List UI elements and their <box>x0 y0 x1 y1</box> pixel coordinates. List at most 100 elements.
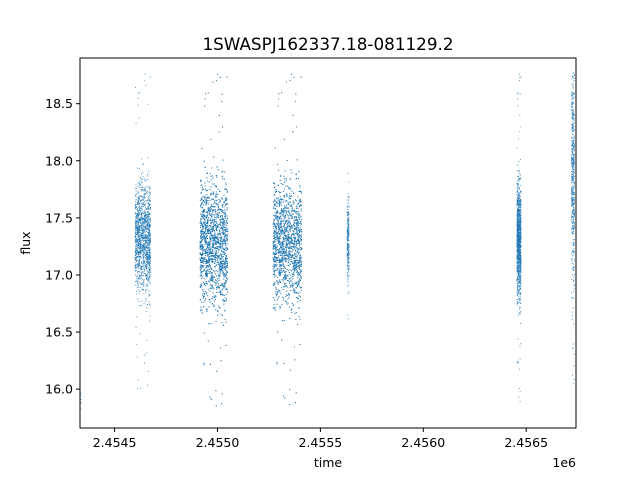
data-point <box>204 201 206 203</box>
data-point <box>216 241 218 243</box>
data-point <box>219 266 221 268</box>
data-point <box>217 238 219 240</box>
data-point <box>143 243 145 245</box>
data-point <box>142 218 144 220</box>
data-point <box>136 209 138 211</box>
data-point <box>221 293 223 295</box>
data-point <box>199 222 201 224</box>
data-point <box>147 215 148 217</box>
data-point <box>137 222 139 224</box>
data-point <box>216 288 218 290</box>
data-point <box>142 258 144 260</box>
data-point <box>207 295 209 297</box>
data-point <box>140 223 142 225</box>
data-point <box>204 196 206 198</box>
data-point <box>214 209 216 211</box>
data-point <box>222 268 224 270</box>
data-point <box>202 260 204 262</box>
data-point <box>225 289 227 291</box>
data-point <box>138 289 140 291</box>
data-point <box>201 241 203 243</box>
data-point <box>135 222 137 224</box>
data-point <box>217 311 219 313</box>
data-point <box>212 303 214 305</box>
data-point <box>216 215 218 217</box>
data-point <box>148 262 150 264</box>
data-point <box>215 80 217 82</box>
data-point <box>212 206 214 208</box>
data-point <box>137 225 139 227</box>
data-point <box>212 259 214 261</box>
data-point <box>147 225 149 227</box>
data-point <box>137 298 139 300</box>
data-point <box>144 215 146 217</box>
data-point <box>222 272 224 274</box>
data-point <box>210 215 212 217</box>
data-point <box>146 250 148 252</box>
data-point <box>204 226 206 228</box>
data-point <box>199 310 201 312</box>
data-point <box>206 308 208 310</box>
data-point <box>147 239 149 241</box>
data-point <box>224 236 226 238</box>
data-point <box>149 266 151 268</box>
data-point <box>215 282 217 284</box>
data-point <box>227 230 229 232</box>
data-point <box>210 267 212 269</box>
data-point <box>205 227 207 229</box>
data-point <box>213 237 215 239</box>
data-point <box>224 282 226 284</box>
data-point <box>134 266 136 268</box>
data-point <box>148 239 150 241</box>
data-point <box>222 221 224 223</box>
data-point <box>206 224 208 226</box>
data-point <box>80 398 82 400</box>
data-point <box>139 266 141 268</box>
data-point <box>141 203 143 205</box>
data-point <box>203 250 205 252</box>
data-point <box>199 227 201 229</box>
data-point <box>137 213 139 215</box>
data-point <box>142 186 144 188</box>
data-point <box>134 264 136 266</box>
data-point <box>143 231 145 233</box>
data-point <box>221 237 223 239</box>
data-point <box>200 262 202 264</box>
data-point <box>138 206 140 208</box>
data-point <box>139 248 141 250</box>
data-point <box>211 237 213 239</box>
data-point <box>219 274 221 276</box>
data-point <box>141 246 143 248</box>
data-point <box>205 254 207 256</box>
data-point <box>219 212 221 214</box>
data-point <box>207 340 209 342</box>
data-point <box>214 248 216 250</box>
data-point <box>200 266 202 268</box>
data-point <box>147 261 149 263</box>
data-point <box>141 234 143 236</box>
data-point <box>203 270 205 272</box>
data-point <box>145 274 147 276</box>
data-point <box>220 253 222 255</box>
data-point <box>214 262 216 264</box>
data-point <box>200 192 202 194</box>
data-point <box>218 257 220 259</box>
data-point <box>139 244 141 246</box>
data-point <box>205 274 207 276</box>
data-point <box>148 204 150 206</box>
data-point <box>205 202 207 204</box>
data-point <box>142 210 144 212</box>
data-point <box>139 240 141 242</box>
data-point <box>140 304 142 306</box>
data-point <box>140 227 142 229</box>
data-point <box>144 208 146 210</box>
data-point <box>138 219 140 221</box>
data-point <box>222 126 224 128</box>
data-point <box>219 258 221 260</box>
data-point <box>134 232 136 234</box>
data-point <box>144 273 146 275</box>
data-point <box>138 198 140 200</box>
data-point <box>137 182 139 184</box>
data-point <box>201 236 203 238</box>
data-point <box>222 210 224 212</box>
